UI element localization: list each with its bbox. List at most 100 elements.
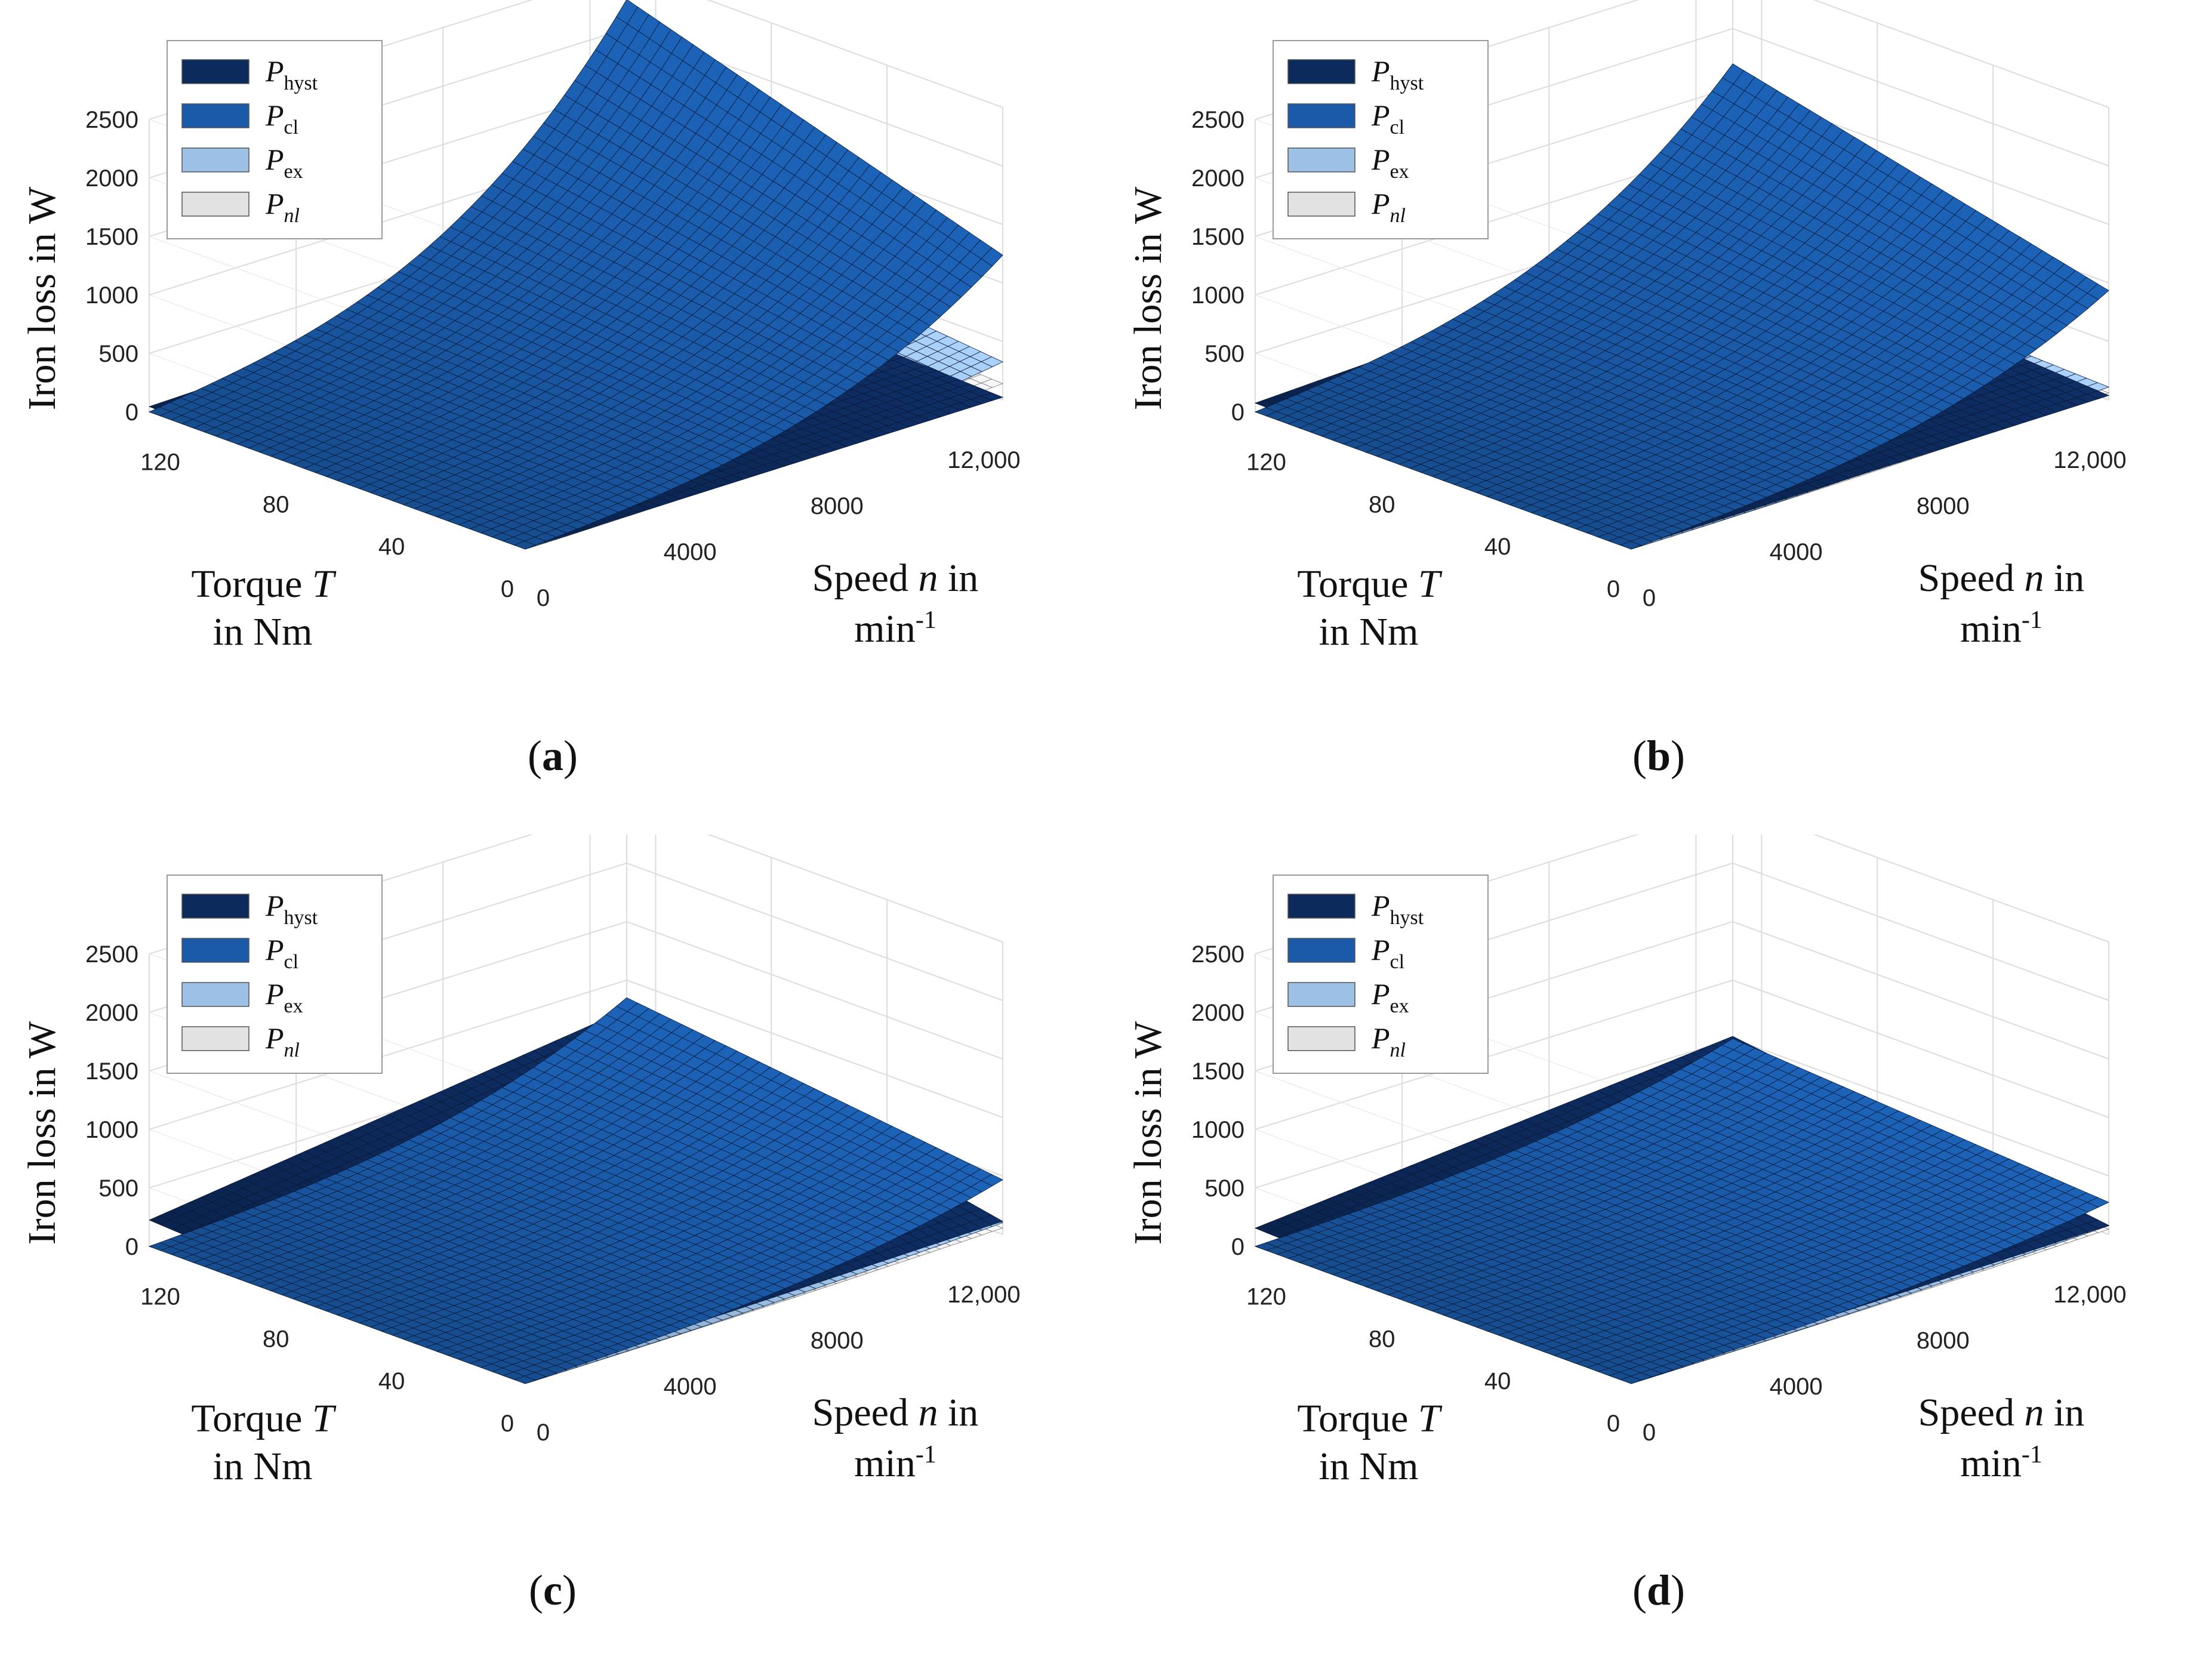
z-tick-label: 1000 (85, 282, 138, 309)
torque-tick-label: 120 (140, 449, 180, 476)
legend-entry: Pnl (1371, 187, 1406, 227)
legend-swatch (181, 938, 249, 963)
legend-swatch (181, 147, 249, 173)
z-axis-label: Iron loss in W (20, 186, 64, 410)
torque-axis-label: Torque T (1297, 1397, 1442, 1440)
torque-tick-label: 120 (1246, 1284, 1286, 1310)
z-axis-label: Iron loss in W (1126, 186, 1170, 410)
legend-swatch (181, 59, 249, 84)
legend-entry: Pex (265, 143, 303, 183)
speed-tick-label: 8000 (811, 1328, 864, 1354)
surface-p-cl (148, 997, 1003, 1384)
torque-tick-label: 0 (501, 576, 514, 602)
speed-tick-label: 8000 (1917, 1328, 1970, 1354)
torque-tick-label: 0 (501, 1411, 514, 1437)
torque-tick-label: 80 (1369, 1326, 1395, 1352)
legend-swatch (1287, 938, 1355, 963)
torque-tick-label: 0 (1607, 1411, 1620, 1437)
legend-entry: Pnl (265, 187, 300, 227)
z-tick-label: 0 (1231, 1234, 1244, 1260)
speed-tick-label: 4000 (1770, 1374, 1823, 1400)
legend: Physt Pcl Pex Pnl (1273, 874, 1489, 1074)
z-tick-label: 2500 (1191, 107, 1244, 133)
z-axis-label: Iron loss in W (1126, 1021, 1170, 1245)
z-tick-label: 1500 (85, 1058, 138, 1085)
z-tick-label: 2000 (85, 165, 138, 192)
speed-tick-label: 12,000 (2053, 1282, 2126, 1308)
torque-tick-label: 120 (1246, 449, 1286, 476)
legend-entry: Physt (265, 54, 318, 94)
chart-panel-d: 0 500 1000 1500 2000 2500 120 80 40 0 0 4000 8000 12,… (1106, 835, 2212, 1669)
legend-swatch (1287, 147, 1355, 173)
z-tick-label: 500 (98, 1175, 138, 1202)
speed-tick-label: 0 (537, 1419, 550, 1446)
torque-tick-label: 40 (1484, 1368, 1511, 1394)
legend: Physt Pcl Pex Pnl (1273, 40, 1489, 239)
z-tick-label: 2500 (85, 107, 138, 133)
z-tick-label: 2500 (1191, 941, 1244, 968)
panel-label: (a) (528, 732, 578, 780)
z-tick-label: 500 (98, 341, 138, 367)
torque-axis-unit: in Nm (213, 610, 313, 654)
legend-entry: Pex (1371, 977, 1409, 1017)
z-tick-label: 2500 (85, 941, 138, 968)
legend-swatch (181, 982, 249, 1007)
legend-entry: Pnl (265, 1021, 300, 1061)
speed-tick-label: 8000 (811, 493, 864, 519)
legend: Physt Pcl Pex Pnl (167, 874, 383, 1074)
legend-swatch (181, 1026, 249, 1051)
chart-panel-a: 0 500 1000 1500 2000 2500 120 80 40 0 0 4000 8000 12,… (0, 0, 1106, 835)
torque-tick-label: 80 (1369, 491, 1395, 518)
speed-tick-label: 8000 (1917, 493, 1970, 519)
z-tick-label: 1500 (1191, 1058, 1244, 1085)
legend-swatch (1287, 1026, 1355, 1051)
speed-axis-unit: min-1 (1960, 606, 2042, 651)
speed-axis-unit: min-1 (1960, 1441, 2042, 1485)
torque-axis-label: Torque T (191, 562, 336, 606)
torque-tick-label: 0 (1607, 576, 1620, 602)
speed-axis-label: Speed n in (1918, 1391, 2085, 1434)
legend-entry: Pcl (1371, 98, 1404, 138)
legend-swatch (1287, 982, 1355, 1007)
legend-entry: Pnl (1371, 1021, 1406, 1061)
speed-tick-label: 4000 (1770, 539, 1823, 565)
speed-axis-label: Speed n in (812, 1391, 979, 1434)
legend: Physt Pcl Pex Pnl (167, 40, 383, 239)
chart-panel-b: 0 500 1000 1500 2000 2500 120 80 40 0 0 4000 8000 12,… (1106, 0, 2212, 835)
legend-entry: Physt (1371, 54, 1424, 94)
torque-tick-label: 40 (1484, 534, 1511, 560)
speed-tick-label: 4000 (664, 1374, 717, 1400)
legend-swatch (1287, 103, 1355, 128)
legend-swatch (1287, 192, 1355, 217)
legend-entry: Pcl (265, 98, 298, 138)
speed-tick-label: 12,000 (2053, 447, 2126, 473)
surface-p-cl (148, 0, 1003, 550)
panel-label: (c) (529, 1566, 577, 1614)
legend-entry: Pcl (1371, 933, 1404, 973)
z-tick-label: 1000 (1191, 1117, 1244, 1143)
z-tick-label: 1500 (85, 224, 138, 250)
speed-tick-label: 0 (1643, 1419, 1656, 1446)
torque-tick-label: 40 (378, 534, 405, 560)
torque-tick-label: 80 (263, 491, 289, 518)
speed-axis-unit: min-1 (854, 606, 936, 651)
legend-swatch (181, 103, 249, 128)
legend-entry: Pex (265, 977, 303, 1017)
surface-p-cl (1254, 1038, 2109, 1384)
legend-entry: Physt (265, 889, 318, 929)
z-tick-label: 500 (1204, 341, 1244, 367)
legend-entry: Pex (1371, 143, 1409, 183)
torque-tick-label: 80 (263, 1326, 289, 1352)
speed-axis-unit: min-1 (854, 1441, 936, 1485)
speed-tick-label: 12,000 (947, 447, 1020, 473)
z-tick-label: 2000 (1191, 165, 1244, 192)
panel-label: (d) (1632, 1566, 1685, 1614)
legend-swatch (181, 192, 249, 217)
speed-tick-label: 0 (1643, 585, 1656, 611)
speed-tick-label: 0 (537, 585, 550, 611)
z-tick-label: 0 (125, 399, 138, 426)
torque-axis-label: Torque T (1297, 562, 1442, 606)
surface-p-cl (1254, 63, 2109, 550)
